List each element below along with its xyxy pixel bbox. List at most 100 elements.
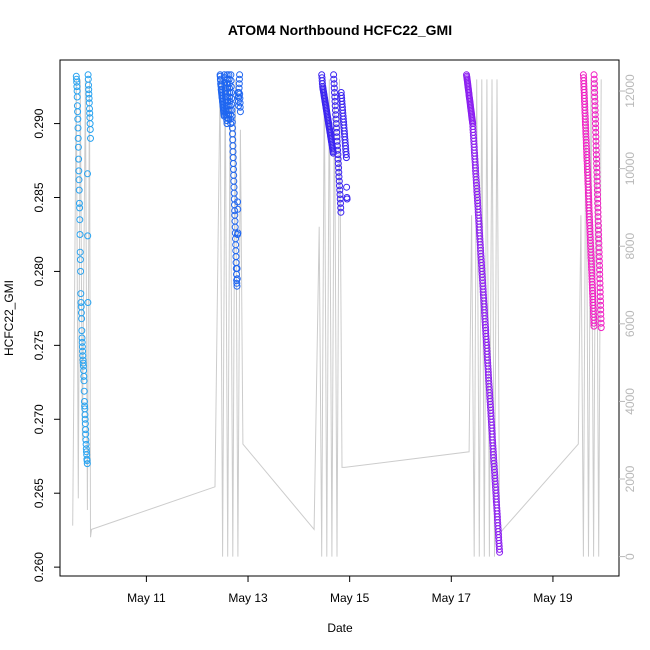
data-point-s5-101 — [592, 137, 600, 145]
data-point-s5-85 — [590, 322, 598, 330]
data-point-s1-9 — [74, 124, 82, 132]
x-tick-label-1: May 13 — [228, 591, 268, 605]
data-point-s3-81 — [337, 208, 345, 216]
data-point-s5-104 — [592, 151, 600, 159]
y-axis: 0.260 0.265 0.270 0.275 0.280 0.285 0.290 — [32, 108, 60, 582]
data-point-s5-130 — [596, 266, 604, 274]
data-point-s3-74 — [335, 177, 343, 185]
data-point-s1-11 — [74, 143, 82, 151]
data-point-s3-55 — [331, 93, 339, 101]
data-point-s2-59 — [226, 93, 234, 101]
data-point-s3-56 — [331, 97, 339, 105]
data-point-s2-102 — [233, 279, 241, 287]
y-tick-label-2: 0.270 — [32, 404, 46, 434]
data-point-s5-123 — [595, 235, 603, 243]
data-point-s2-55 — [225, 75, 233, 83]
data-point-s2-61 — [226, 102, 234, 110]
data-point-s2-119 — [236, 71, 244, 79]
data-point-s2-118 — [235, 75, 243, 83]
data-point-s3-54 — [331, 89, 338, 96]
data-point-s1-22 — [77, 267, 85, 275]
data-point-s1-39 — [80, 377, 88, 385]
data-point-s5-103 — [592, 146, 600, 154]
y-axis-label: HCFC22_GMI — [2, 280, 16, 356]
data-point-s5-129 — [596, 262, 603, 269]
data-point-s3-65 — [333, 137, 341, 145]
data-point-s2-121 — [236, 94, 244, 102]
data-point-s3-61 — [332, 120, 340, 128]
data-point-s1-38 — [80, 372, 88, 380]
data-point-s5-84 — [590, 319, 598, 327]
data-point-s1-1 — [73, 75, 80, 83]
data-point-s5-116 — [594, 204, 602, 212]
data-point-s3-77 — [336, 191, 344, 198]
data-point-s5-95 — [591, 111, 599, 119]
data-point-s5-94 — [591, 106, 599, 114]
data-point-s1-23 — [77, 290, 85, 298]
data-point-s5-125 — [595, 244, 603, 252]
y2-tick-label-6: 12000 — [623, 74, 637, 108]
data-point-s3-107 — [343, 195, 351, 203]
data-point-s3-50 — [330, 71, 338, 79]
data-point-s1-12 — [75, 155, 83, 163]
y-tick-label-1: 0.265 — [32, 478, 46, 508]
data-point-s1-64 — [85, 90, 93, 98]
data-point-s2-122 — [236, 99, 244, 107]
data-point-s1-47 — [82, 426, 90, 434]
data-point-s5-100 — [592, 133, 600, 141]
data-point-s2-120 — [236, 90, 244, 98]
y-tick-label-0: 0.260 — [32, 552, 46, 582]
data-point-s4-177 — [495, 545, 503, 553]
data-point-s3-52 — [330, 80, 338, 88]
data-point-s1-10 — [74, 134, 82, 142]
data-point-s1-50 — [82, 440, 90, 448]
data-point-s1-55 — [83, 457, 91, 465]
data-point-s5-105 — [593, 155, 600, 163]
data-point-s5-109 — [593, 173, 601, 181]
data-point-s5-102 — [592, 142, 600, 150]
data-point-s5-97 — [592, 120, 599, 128]
data-point-s3-68 — [334, 151, 342, 159]
data-point-s1-15 — [75, 186, 83, 194]
chart-title: ATOM4 Northbound HCFC22_GMI — [228, 22, 452, 38]
data-point-s1-16 — [75, 199, 83, 207]
data-point-s2-54 — [225, 71, 233, 79]
data-point-s5-137 — [597, 297, 604, 305]
data-point-s1-28 — [78, 327, 86, 335]
data-point-s1-42 — [81, 402, 89, 410]
data-point-s1-52 — [83, 448, 90, 456]
data-point-s5-134 — [596, 284, 604, 292]
data-point-s1-56 — [83, 460, 91, 468]
y2-tick-label-2: 4000 — [623, 388, 637, 415]
y2-tick-label-5: 10000 — [623, 152, 637, 186]
data-point-s1-31 — [78, 343, 86, 351]
data-point-s1-14 — [75, 176, 83, 184]
altitude-line — [72, 79, 602, 557]
data-point-s5-132 — [596, 275, 604, 283]
data-point-s5-131 — [596, 270, 604, 278]
data-point-s1-27 — [78, 315, 86, 323]
plot-frame — [59, 59, 620, 577]
data-point-s5-119 — [594, 217, 602, 225]
data-point-s5-90 — [591, 89, 599, 96]
data-point-s1-33 — [79, 352, 87, 360]
data-point-s5-141 — [597, 315, 605, 323]
x-axis: May 11 May 13 May 15 May 17 May 19 — [127, 576, 573, 605]
data-point-s5-118 — [594, 213, 602, 221]
data-point-s5-98 — [592, 124, 600, 132]
data-point-s1-36 — [79, 362, 87, 370]
y-tick-label-6: 0.290 — [32, 108, 46, 138]
y2-tick-label-3: 6000 — [623, 310, 637, 337]
data-point-s1-18 — [76, 216, 84, 224]
data-point-s1-40 — [80, 387, 88, 395]
data-point-s1-58 — [84, 232, 92, 240]
data-point-s5-86 — [590, 71, 598, 79]
x-tick-label-2: May 15 — [330, 591, 370, 605]
data-point-s5-138 — [597, 301, 605, 309]
data-point-s3-105 — [343, 183, 351, 191]
data-point-s1-41 — [80, 398, 88, 405]
data-point-s1-67 — [86, 105, 93, 113]
data-point-s3-104 — [342, 154, 350, 162]
data-point-s1-59 — [84, 299, 92, 306]
